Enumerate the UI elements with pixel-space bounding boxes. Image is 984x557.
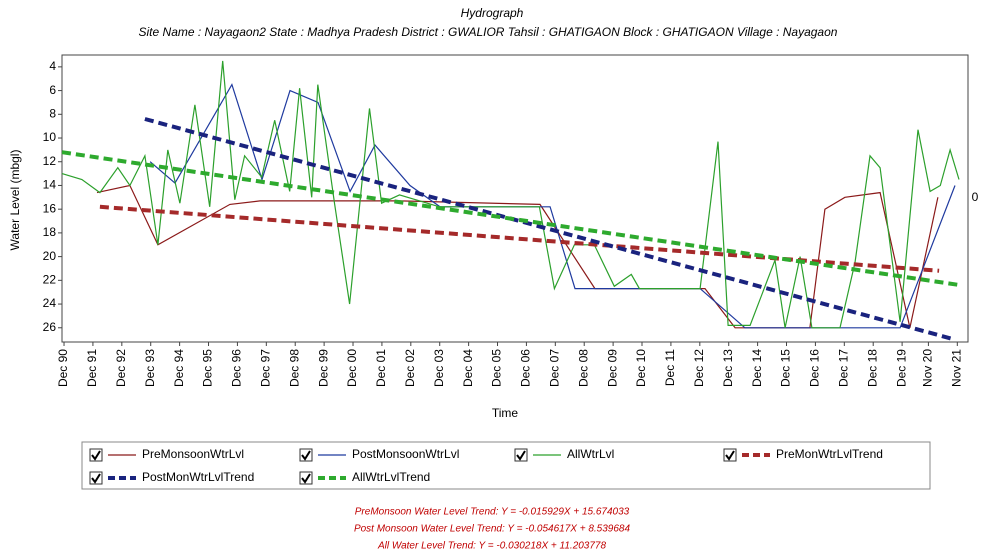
x-tick-label: Dec 09 xyxy=(605,349,619,387)
x-tick-label: Nov 20 xyxy=(921,349,935,387)
x-tick-label: Dec 13 xyxy=(721,349,735,387)
x-tick-label: Dec 91 xyxy=(85,349,99,387)
trend-equation: Post Monsoon Water Level Trend: Y = -0.0… xyxy=(354,524,631,535)
x-tick-label: Dec 16 xyxy=(808,349,822,387)
x-tick-label: Dec 19 xyxy=(894,349,908,387)
legend-label: PreMonsoonWtrLvl xyxy=(142,447,244,461)
chart-title: Hydrograph xyxy=(461,6,524,20)
x-tick-label: Dec 00 xyxy=(345,349,359,387)
x-tick-label: Dec 98 xyxy=(287,349,301,387)
legend-check xyxy=(301,450,311,461)
legend-check xyxy=(91,450,101,461)
trend-equation: All Water Level Trend: Y = -0.030218X + … xyxy=(377,541,607,552)
x-tick-label: Dec 90 xyxy=(56,349,70,387)
y-tick-label: 6 xyxy=(49,83,56,97)
x-tick-label: Dec 10 xyxy=(634,349,648,387)
legend-label: AllWtrLvlTrend xyxy=(352,470,430,484)
y-tick-label: 24 xyxy=(43,296,57,310)
legend-label: PreMonWtrLvlTrend xyxy=(776,447,883,461)
y-tick-label: 20 xyxy=(43,249,57,263)
x-tick-label: Dec 14 xyxy=(750,349,764,387)
x-tick-label: Dec 96 xyxy=(230,349,244,387)
x-tick-label: Dec 03 xyxy=(432,349,446,387)
x-tick-label: Dec 08 xyxy=(576,349,590,387)
x-tick-label: Dec 12 xyxy=(692,349,706,387)
x-tick-label: Dec 92 xyxy=(114,349,128,387)
x-axis-label: Time xyxy=(492,406,519,420)
chart-subtitle: Site Name : Nayagaon2 State : Madhya Pra… xyxy=(139,25,838,39)
x-tick-label: Nov 21 xyxy=(949,349,963,387)
y-axis-label: Water Level (mbgl) xyxy=(8,150,22,251)
right-label: 0 xyxy=(972,190,979,204)
y-tick-label: 22 xyxy=(43,273,57,287)
x-tick-label: Dec 15 xyxy=(779,349,793,387)
x-tick-label: Dec 02 xyxy=(403,349,417,387)
trend-line xyxy=(61,150,961,288)
x-tick-label: Dec 06 xyxy=(519,349,533,387)
x-tick-label: Dec 94 xyxy=(172,349,186,387)
x-tick-label: Dec 99 xyxy=(316,349,330,387)
y-tick-label: 14 xyxy=(43,178,57,192)
legend-label: AllWtrLvl xyxy=(567,447,614,461)
x-tick-label: Dec 04 xyxy=(461,349,475,387)
legend-check xyxy=(516,450,526,461)
y-tick-label: 4 xyxy=(49,59,56,73)
y-tick-label: 16 xyxy=(43,201,57,215)
y-tick-label: 12 xyxy=(43,154,57,168)
y-tick-label: 8 xyxy=(49,106,56,120)
plot-area xyxy=(61,54,969,343)
x-tick-label: Dec 93 xyxy=(143,349,157,387)
y-tick-label: 18 xyxy=(43,225,57,239)
x-tick-label: Dec 17 xyxy=(836,349,850,387)
legend-label: PostMonsoonWtrLvl xyxy=(352,447,459,461)
y-tick-label: 10 xyxy=(43,130,57,144)
x-tick-label: Dec 05 xyxy=(490,349,504,387)
x-tick-label: Dec 95 xyxy=(201,349,215,387)
x-tick-label: Dec 97 xyxy=(258,349,272,387)
x-tick-label: Dec 11 xyxy=(663,349,677,386)
legend-label: PostMonWtrLvlTrend xyxy=(142,470,254,484)
trend-equation: PreMonsoon Water Level Trend: Y = -0.015… xyxy=(355,507,630,518)
y-tick-label: 26 xyxy=(43,320,57,334)
x-tick-label: Dec 18 xyxy=(865,349,879,387)
legend-check xyxy=(91,473,101,484)
series-line xyxy=(149,83,956,329)
x-tick-label: Dec 07 xyxy=(547,349,561,387)
legend-check xyxy=(725,450,735,461)
x-tick-label: Dec 01 xyxy=(374,349,388,387)
legend-box xyxy=(81,441,931,490)
legend-check xyxy=(301,473,311,484)
